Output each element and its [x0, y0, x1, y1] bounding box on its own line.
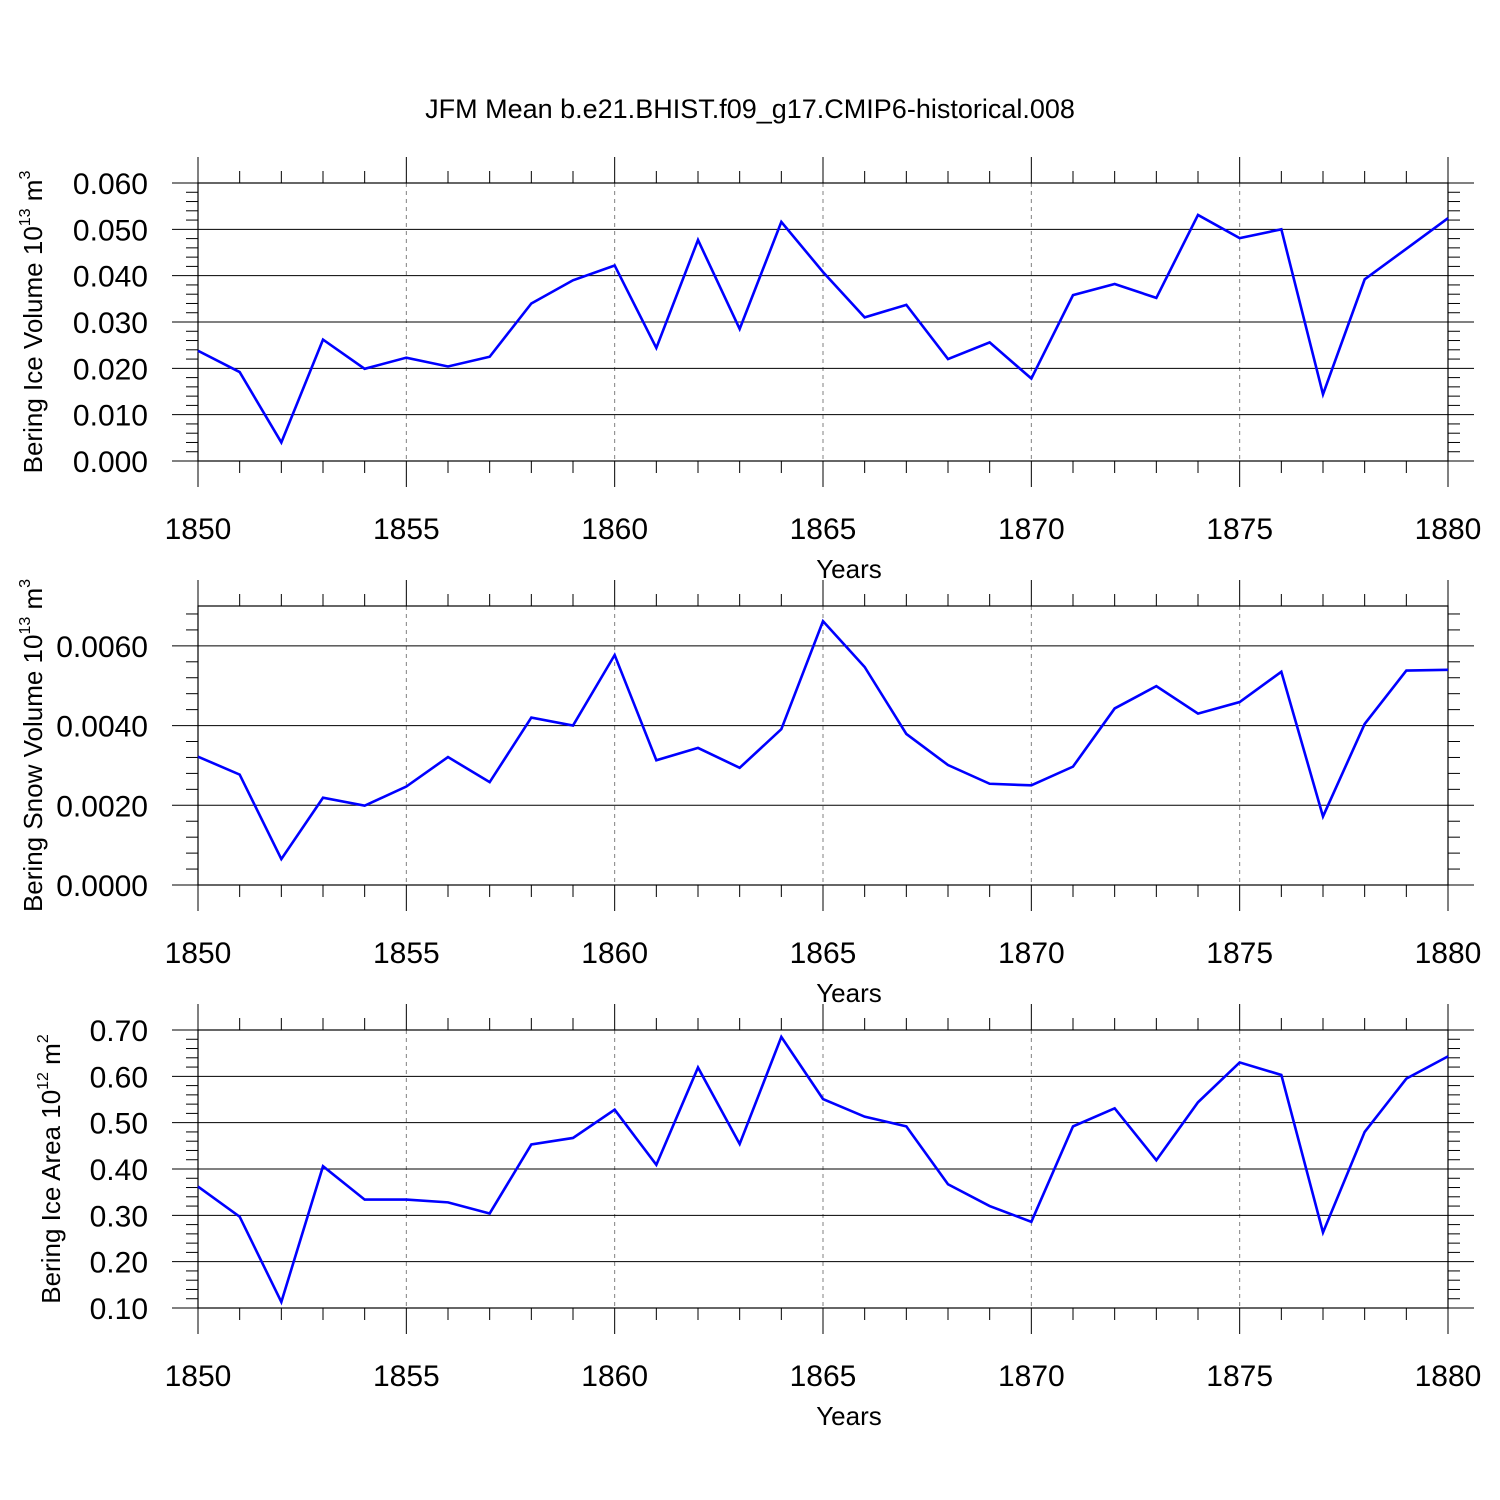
figure-title: JFM Mean b.e21.BHIST.f09_g17.CMIP6-histo… — [425, 94, 1075, 124]
y-tick-label-snow-volume: 0.0020 — [56, 790, 148, 823]
y-axis-label-exponent: 13 — [17, 208, 34, 226]
y-tick-label-ice-area: 0.70 — [90, 1015, 148, 1048]
x-tick-label-ice-area: 1880 — [1415, 1360, 1482, 1393]
y-tick-label-snow-volume: 0.0000 — [56, 870, 148, 903]
y-tick-label-ice-area: 0.10 — [90, 1293, 148, 1326]
x-tick-label-snow-volume: 1870 — [998, 937, 1065, 970]
y-axis-label-text: Bering Ice Volume 10 — [18, 226, 48, 473]
x-tick-label-ice-volume: 1855 — [373, 513, 440, 546]
y-tick-label-ice-volume: 0.030 — [73, 307, 148, 340]
y-tick-label-ice-area: 0.20 — [90, 1247, 148, 1280]
y-tick-label-ice-volume: 0.020 — [73, 353, 148, 386]
y-axis-label-snow-volume: Bering Snow Volume 1013 m3 — [17, 579, 48, 912]
x-tick-label-ice-area: 1870 — [998, 1360, 1065, 1393]
panel-ice-area: 0.10 0.20 0.30 0.40 0.50 0.60 0.70 1850 1855 1860… — [35, 1004, 1481, 1431]
x-tick-label-ice-area: 1860 — [581, 1360, 648, 1393]
x-tick-label-ice-volume: 1875 — [1206, 513, 1273, 546]
y-axis-label-text: Bering Snow Volume 10 — [18, 635, 48, 913]
y-tick-label-ice-volume: 0.050 — [73, 214, 148, 247]
x-tick-label-snow-volume: 1875 — [1206, 937, 1273, 970]
y-axis-label-ice-volume: Bering Ice Volume 1013 m3 — [17, 171, 48, 474]
x-tick-label-ice-volume: 1870 — [998, 513, 1065, 546]
panel-snow-volume: 0.0000 0.0020 0.0040 0.0060 1850 1855 1860 1865… — [17, 579, 1481, 1008]
x-tick-label-ice-area: 1875 — [1206, 1360, 1273, 1393]
x-axis-label-ice-area: Years — [816, 1401, 882, 1431]
y-axis-label-text: Bering Ice Area 10 — [36, 1090, 66, 1304]
x-tick-label-ice-volume: 1865 — [790, 513, 857, 546]
y-tick-label-ice-volume: 0.000 — [73, 446, 148, 479]
x-axis-label-ice-volume: Years — [816, 554, 882, 584]
y-tick-label-snow-volume: 0.0040 — [56, 711, 148, 744]
x-tick-label-snow-volume: 1850 — [165, 937, 232, 970]
y-tick-label-ice-area: 0.60 — [90, 1061, 148, 1094]
y-tick-label-ice-volume: 0.010 — [73, 400, 148, 433]
y-tick-label-ice-area: 0.40 — [90, 1154, 148, 1187]
x-tick-label-snow-volume: 1860 — [581, 937, 648, 970]
y-axis-label-unit-exponent: 2 — [35, 1034, 52, 1043]
y-tick-label-ice-volume: 0.040 — [73, 261, 148, 294]
x-tick-label-ice-volume: 1880 — [1415, 513, 1482, 546]
y-axis-label-unit-exponent: 3 — [17, 579, 34, 588]
x-tick-label-snow-volume: 1855 — [373, 937, 440, 970]
x-tick-label-ice-area: 1865 — [790, 1360, 857, 1393]
panel-ice-volume: 0.000 0.010 0.020 0.030 0.040 0.050 0.060 1850 1… — [17, 157, 1481, 584]
x-tick-label-ice-area: 1850 — [165, 1360, 232, 1393]
y-axis-label-unit-exponent: 3 — [17, 171, 34, 180]
y-axis-label-exponent: 12 — [35, 1072, 52, 1090]
x-tick-label-snow-volume: 1865 — [790, 937, 857, 970]
y-tick-label-ice-area: 0.50 — [90, 1108, 148, 1141]
x-axis-label-snow-volume: Years — [816, 978, 882, 1008]
y-tick-label-ice-area: 0.30 — [90, 1200, 148, 1233]
y-tick-label-ice-volume: 0.060 — [73, 168, 148, 201]
y-tick-label-snow-volume: 0.0060 — [56, 631, 148, 664]
x-tick-label-ice-area: 1855 — [373, 1360, 440, 1393]
y-axis-label-unit: m — [18, 588, 48, 617]
x-tick-label-ice-volume: 1860 — [581, 513, 648, 546]
x-tick-label-snow-volume: 1880 — [1415, 937, 1482, 970]
y-axis-label-unit: m — [18, 180, 48, 209]
y-axis-label-ice-area: Bering Ice Area 1012 m2 — [35, 1034, 66, 1304]
y-axis-label-exponent: 13 — [17, 617, 34, 635]
x-tick-label-ice-volume: 1850 — [165, 513, 232, 546]
y-axis-label-unit: m — [36, 1043, 66, 1072]
